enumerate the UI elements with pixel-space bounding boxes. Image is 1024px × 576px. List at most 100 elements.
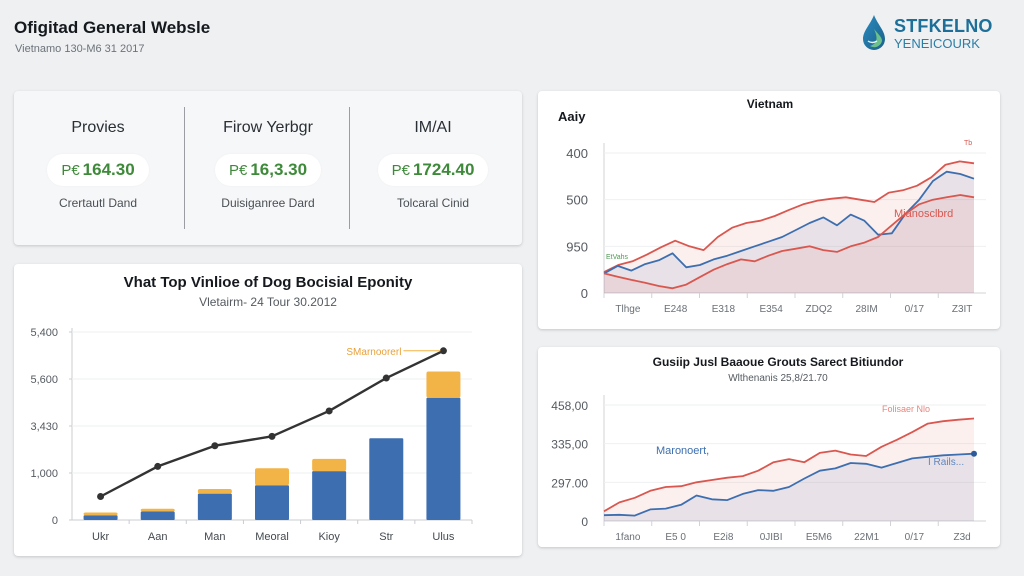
chart-subtitle: Wlthenanis 25,8/21.70 [728,373,828,384]
kpi-title: Provies [71,119,125,136]
x-tick-label: E5M6 [806,532,833,543]
kpi-value: 16,3.30 [250,160,308,179]
x-tick-label: 0/17 [905,532,925,543]
chart-title: Vietnam [747,97,793,111]
annotation-label: SMarnoorerl [346,347,401,358]
annotation-label: Folisaer Nlo [882,404,930,414]
x-tick-label: E2i8 [713,532,733,543]
y-axis-label: Aaiy [558,109,586,124]
currency-symbol: P€ [228,162,248,179]
series-line-middle [603,170,975,275]
currency-symbol: P€ [391,162,410,179]
x-tick-label: Str [379,531,393,543]
y-tick-label: 3,430 [30,421,58,433]
kpi-value: 164.30 [82,160,135,179]
series-area-middle [604,171,974,293]
y-tick-label: 0 [581,286,588,301]
kpi-caption: Tolcaral Cinid [396,196,470,210]
bar-segment-top [312,458,347,472]
series-line-lower [603,194,975,290]
water-drop-icon [863,15,885,50]
trend-point [325,407,333,415]
kpi-caption: Duisiganree Dard [221,196,315,210]
bar-segment-top [255,468,289,486]
bar-segment-top [197,488,232,494]
y-tick-label: 0 [581,515,588,529]
x-tick-label: Man [204,531,225,543]
x-tick-label: E354 [759,304,783,315]
trend-point [268,432,276,440]
line-chart-card-top: Vietnam Aaiy 0 950 500 400 Tlhge E248 E318 E354… [538,91,1000,329]
kpi-value-badge: P€ 16,3.30 [214,154,322,186]
series-area-lower [604,195,974,293]
bar-segment-base [426,397,461,520]
y-tick-label: 335,00 [551,438,588,452]
bar-line-chart: Vhat Top Vinlioe of Dog Bocisial Eponity… [30,274,473,543]
trend-point [439,347,447,355]
kpi-value: 1724.40 [412,160,475,179]
kpi-item: IM/AI P€ 1724.40 Tolcaral Cinid [349,91,517,245]
kpi-caption: Crertautl Dand [58,196,138,210]
annotation-label: Maronoert, [656,445,709,457]
x-tick-label: 0JIBI [760,532,783,543]
kpi-summary-card: Provies P€ 164.30 Crertautl Dand Firow Ye… [14,91,522,245]
y-tick-label: 0 [52,515,58,527]
bar-segment-base [197,493,232,520]
brand-logo[interactable]: STFKELNO YENEICOURK [860,10,1010,56]
annotation-label: I Rails... [928,457,964,468]
line-chart-card-bottom: Gusiip Jusl Baaoue Grouts Sarect Bitiund… [538,347,1000,547]
trend-point [382,374,390,382]
area-line-chart-top: Vietnam Aaiy 0 950 500 400 Tlhge E248 E318 E354… [558,97,986,315]
y-tick-label: 1,000 [30,468,58,480]
logo-wordmark: STFKELNO [894,15,993,36]
kpi-item: Firow Yerbgr P€ 16,3.30 Duisiganree Dard [184,91,352,245]
bar-segment-top [83,512,118,516]
y-tick-label: 950 [566,239,588,254]
kpi-item: Provies P€ 164.30 Crertautl Dand [14,91,182,245]
x-tick-label: 1fano [615,532,640,543]
y-tick-label: 297.00 [551,476,588,490]
x-tick-label: ZDQ2 [806,304,833,315]
x-tick-label: 22M1 [854,532,879,543]
x-tick-label: Z3d [954,532,971,543]
annotation-label: Tb [964,140,972,147]
series-area-upper [604,161,974,293]
logo-tagline: YENEICOURK [894,35,980,51]
kpi-divider [349,107,350,229]
series-line-upper [603,160,975,273]
bar-segment-base [255,485,289,520]
page-subtitle: Vietnamo 130-M6 31 2017 [15,43,145,55]
x-tick-label: E5 0 [665,532,686,543]
x-tick-label: Aan [148,531,168,543]
bar-segment-base [312,471,347,520]
y-tick-label: 5,600 [30,374,58,386]
y-tick-label: 5,400 [30,327,58,339]
series-line-blue [603,452,975,517]
x-tick-label: 0/17 [905,304,925,315]
annotation-label: EtVahs [606,254,629,261]
chart-title: Vhat Top Vinlioe of Dog Bocisial Eponity [124,274,413,291]
kpi-value-badge: P€ 164.30 [47,154,149,186]
x-tick-label: Tlhge [615,304,640,315]
bar-segment-top [140,508,175,512]
page-title: Ofigitad General Websle [14,18,211,37]
annotation-label: Mianosclbrd [894,208,953,220]
trend-point [97,493,105,500]
kpi-value-badge: P€ 1724.40 [377,154,489,186]
trend-point [211,442,219,450]
currency-symbol: P€ [61,162,80,179]
bar-segment-top [426,371,461,398]
x-tick-label: E318 [712,304,736,315]
x-tick-label: Ukr [92,531,109,543]
kpi-title: Firow Yerbgr [223,119,313,136]
chart-subtitle: Vletairm- 24 Tour 30.2012 [199,295,337,309]
series-end-point [971,450,977,457]
bar-segment-base [369,438,404,520]
bar-segment-base [140,511,175,520]
x-tick-label: Kioy [318,531,340,543]
y-tick-label: 458,00 [551,399,588,413]
bar-chart-card: Vhat Top Vinlioe of Dog Bocisial Eponity… [14,264,522,556]
bar-segment-base [83,515,118,520]
trend-point [154,462,162,470]
y-tick-label: 400 [566,146,588,161]
